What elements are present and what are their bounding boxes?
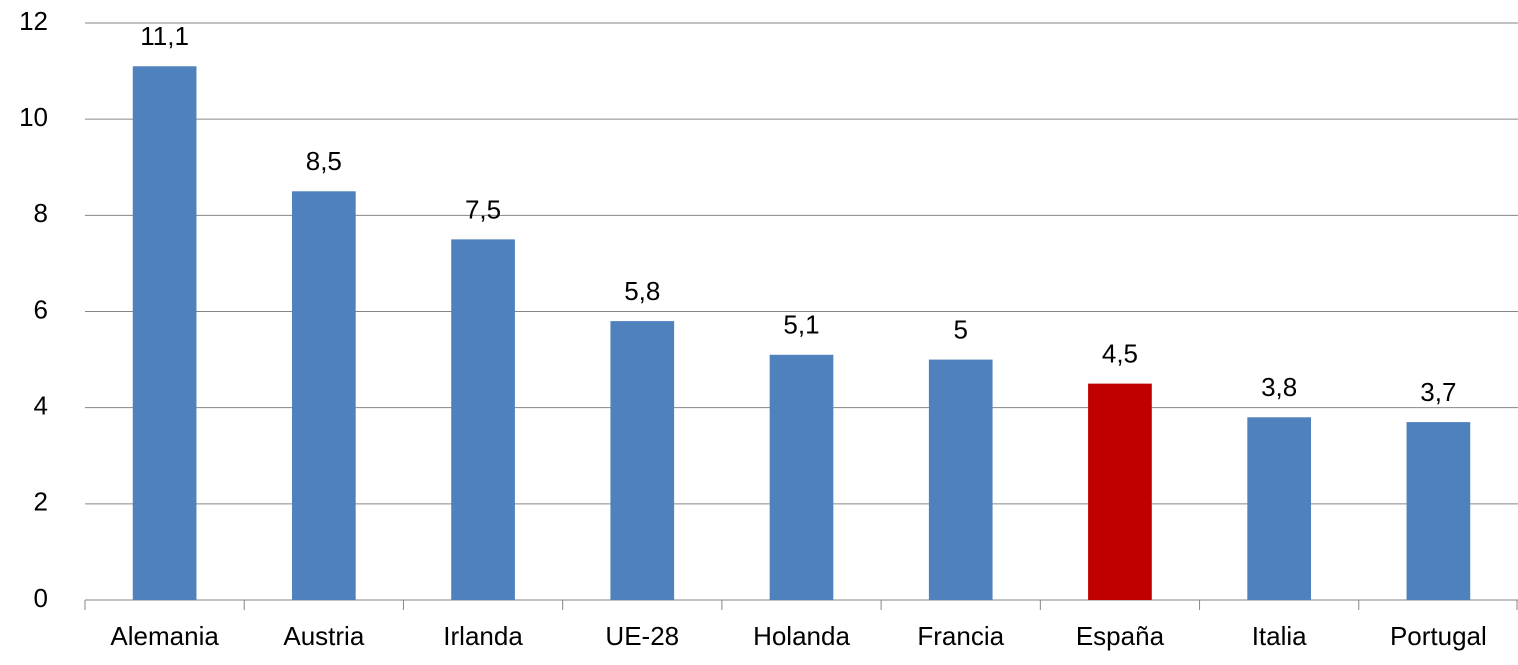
bar — [770, 355, 834, 600]
value-label: 3,7 — [1420, 377, 1456, 407]
x-tick-label: Italia — [1252, 621, 1307, 651]
bar — [133, 66, 197, 600]
value-label: 5,8 — [624, 276, 660, 306]
bar — [1088, 384, 1152, 600]
y-tick-label: 6 — [34, 294, 48, 324]
value-label: 11,1 — [140, 21, 189, 51]
value-label: 3,8 — [1261, 372, 1297, 402]
bar — [1247, 417, 1311, 600]
y-tick-label: 4 — [34, 391, 48, 421]
y-tick-label: 0 — [34, 583, 48, 613]
bar — [451, 239, 515, 600]
x-tick-label: UE-28 — [605, 621, 679, 651]
y-tick-label: 12 — [19, 6, 48, 36]
x-tick-label: Austria — [283, 621, 364, 651]
x-tick-label: Francia — [917, 621, 1004, 651]
x-tick-label: Irlanda — [443, 621, 523, 651]
bar — [292, 191, 356, 600]
x-tick-label: Holanda — [753, 621, 850, 651]
x-tick-label: Portugal — [1390, 621, 1487, 651]
x-tick-label: España — [1076, 621, 1165, 651]
bar — [929, 360, 993, 600]
bar — [610, 321, 674, 600]
y-tick-label: 10 — [19, 102, 48, 132]
bar — [1407, 422, 1471, 600]
x-tick-label: Alemania — [110, 621, 219, 651]
value-label: 4,5 — [1102, 339, 1138, 369]
value-label: 5,1 — [783, 310, 819, 340]
value-label: 7,5 — [465, 194, 501, 224]
value-label: 8,5 — [306, 146, 342, 176]
y-tick-label: 8 — [34, 198, 48, 228]
y-tick-label: 2 — [34, 487, 48, 517]
value-label: 5 — [953, 314, 967, 344]
chart: 0 2 4 6 8 10 12 Alemania 11,1 Austria 8,5 Irlanda 7,… — [0, 0, 1518, 665]
